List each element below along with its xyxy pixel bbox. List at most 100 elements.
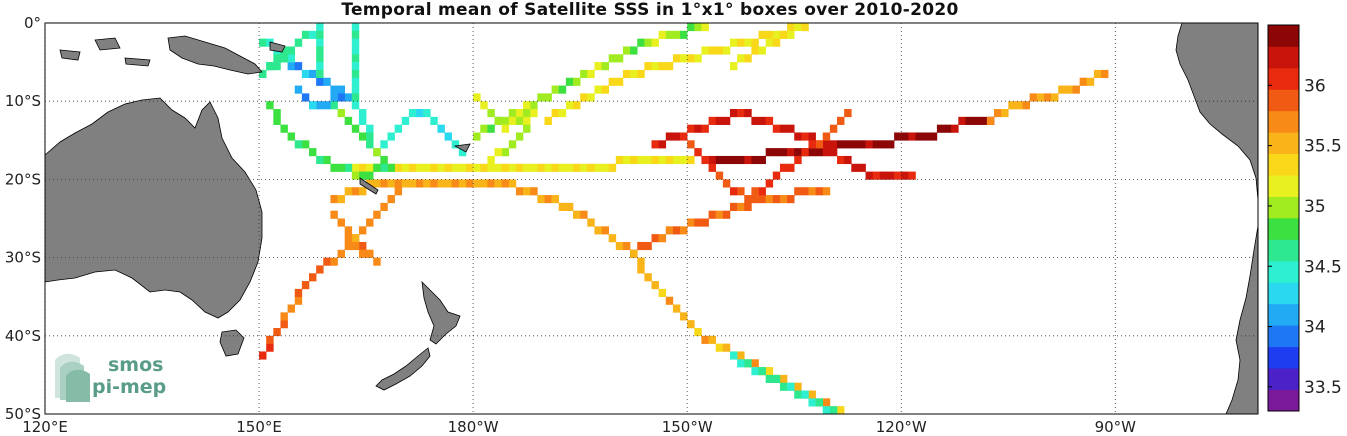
smos-pi-mep-logo: smos pi-mep bbox=[55, 353, 166, 402]
colorbar-segment bbox=[1268, 239, 1299, 262]
sss-cell bbox=[958, 116, 966, 125]
sss-cell bbox=[644, 241, 652, 251]
sss-cell bbox=[480, 163, 488, 172]
sss-cell bbox=[573, 163, 581, 172]
sss-cell bbox=[544, 195, 552, 204]
latitude-label: 20°S bbox=[5, 170, 41, 188]
sss-cell bbox=[801, 148, 809, 157]
sss-cell bbox=[337, 85, 345, 94]
sss-cell bbox=[658, 140, 667, 149]
sss-cell bbox=[344, 116, 353, 125]
colorbar-segment bbox=[1268, 46, 1299, 69]
sss-cell bbox=[565, 163, 574, 172]
sss-cell bbox=[451, 179, 460, 188]
sss-cell bbox=[737, 359, 745, 368]
sss-cell bbox=[558, 85, 567, 94]
sss-cell bbox=[394, 187, 403, 196]
sss-cell bbox=[765, 367, 774, 376]
sss-cell bbox=[423, 109, 431, 118]
sss-cell bbox=[344, 226, 353, 235]
sss-cell bbox=[844, 140, 852, 149]
island-land bbox=[453, 143, 471, 153]
sss-cell bbox=[387, 179, 395, 188]
sss-cell bbox=[366, 249, 374, 258]
sss-cell bbox=[708, 46, 717, 55]
sss-cell bbox=[344, 241, 353, 251]
south-america-land bbox=[1175, 23, 1258, 414]
sss-cell bbox=[765, 179, 774, 188]
sss-cell bbox=[1258, 86, 1265, 94]
logo-text-pi-mep: pi-mep bbox=[92, 376, 166, 398]
colorbar-segment bbox=[1268, 389, 1299, 412]
sss-cell bbox=[587, 93, 595, 102]
sss-cell bbox=[772, 171, 781, 180]
colorbar-segment bbox=[1268, 25, 1299, 47]
sss-cell bbox=[894, 171, 902, 180]
sss-cell bbox=[687, 155, 695, 165]
sss-cell bbox=[1079, 77, 1088, 86]
sss-cell bbox=[737, 155, 745, 165]
sss-cell bbox=[722, 155, 731, 165]
island-land bbox=[359, 177, 379, 195]
sss-cell bbox=[537, 195, 545, 204]
sss-cell bbox=[801, 187, 809, 196]
sss-cell bbox=[337, 109, 345, 118]
sss-cell bbox=[573, 210, 581, 219]
sss-cell bbox=[266, 343, 274, 352]
colorbar-segment bbox=[1268, 89, 1299, 112]
sss-cell bbox=[351, 93, 360, 102]
sss-cell bbox=[523, 101, 531, 110]
sss-cell bbox=[630, 46, 638, 55]
sss-cell bbox=[358, 163, 367, 172]
sss-cell bbox=[323, 257, 331, 266]
sss-cell bbox=[772, 374, 781, 384]
sss-cell bbox=[487, 163, 495, 172]
sss-cell bbox=[1001, 109, 1009, 118]
sss-cell bbox=[594, 85, 602, 94]
sss-cell bbox=[765, 30, 774, 39]
sss-cell bbox=[622, 46, 631, 55]
sss-cell bbox=[651, 155, 659, 165]
sss-cell bbox=[608, 77, 617, 86]
sss-cells bbox=[259, 23, 1265, 414]
sss-cell bbox=[772, 30, 781, 39]
sss-cell bbox=[480, 101, 488, 110]
sss-cell bbox=[908, 132, 916, 141]
sss-cell bbox=[808, 132, 816, 141]
longitude-label: 150°W bbox=[662, 418, 713, 436]
sss-cell bbox=[993, 109, 1002, 118]
tasmania-land bbox=[219, 329, 245, 357]
sss-cell bbox=[979, 116, 988, 125]
sss-cell bbox=[330, 195, 338, 204]
sss-cell bbox=[751, 46, 759, 55]
sss-cell bbox=[380, 155, 388, 165]
sss-cell bbox=[708, 155, 717, 165]
sss-cell bbox=[822, 398, 831, 407]
sss-cell bbox=[316, 265, 324, 274]
sss-cell bbox=[687, 320, 695, 329]
sss-cell bbox=[665, 62, 674, 71]
sss-cell bbox=[929, 132, 938, 141]
sss-cell bbox=[801, 23, 809, 32]
sss-cell bbox=[287, 132, 296, 141]
sss-cell bbox=[751, 187, 759, 196]
sss-cell bbox=[565, 101, 574, 110]
sss-cell bbox=[351, 101, 360, 110]
sss-cell bbox=[558, 202, 567, 211]
sss-cell bbox=[465, 163, 474, 172]
sss-cell bbox=[787, 163, 795, 172]
sss-cell bbox=[729, 187, 738, 196]
logo-text-smos: smos bbox=[108, 354, 163, 376]
sss-cell bbox=[872, 171, 881, 180]
sss-cell bbox=[1008, 101, 1016, 110]
sss-cell bbox=[965, 116, 973, 125]
sss-cell bbox=[280, 46, 288, 55]
sss-cell bbox=[651, 140, 659, 149]
sss-cell bbox=[330, 101, 338, 110]
sss-cell bbox=[444, 179, 453, 188]
sss-cell bbox=[594, 163, 602, 172]
sss-cell bbox=[787, 382, 795, 391]
sss-cell bbox=[580, 210, 588, 219]
sss-cell bbox=[316, 46, 324, 55]
latitude-label: 50°S bbox=[5, 405, 41, 423]
